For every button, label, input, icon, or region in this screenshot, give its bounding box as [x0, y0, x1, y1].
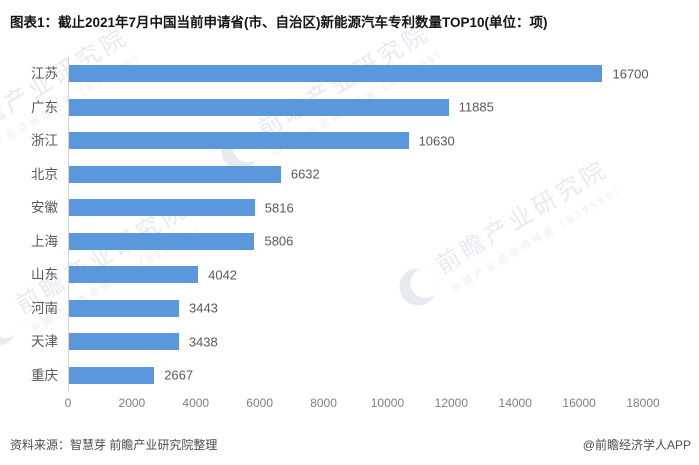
bar-value-label: 11885 — [458, 99, 494, 115]
category-label: 安徽 — [31, 200, 58, 215]
bar — [69, 165, 281, 183]
bar-row: 6632 — [69, 158, 643, 192]
bar — [69, 333, 179, 350]
bar-value-label: 4042 — [208, 267, 238, 283]
x-tick-label: 0 — [64, 396, 72, 410]
bar-value-label: 6632 — [290, 166, 320, 182]
bar — [69, 299, 179, 317]
bar-value-label: 2667 — [164, 367, 194, 383]
bar-row: 5816 — [69, 191, 643, 225]
bar — [69, 366, 155, 384]
bar-value-label: 10630 — [418, 133, 455, 149]
category-label: 广东 — [31, 99, 58, 115]
bar-row: 10630 — [69, 124, 643, 158]
bar-value-label: 5816 — [264, 200, 294, 216]
category-label: 北京 — [31, 166, 58, 182]
bar-value-label: 3438 — [188, 334, 218, 350]
x-tick-label: 18000 — [626, 396, 660, 410]
category-label: 河南 — [31, 300, 58, 316]
category-label: 山东 — [31, 267, 58, 282]
x-tick-label: 2000 — [118, 396, 146, 410]
bar-value-label: 16700 — [612, 66, 649, 82]
source-text: 资料来源：智慧芽 前瞻产业研究院整理 — [10, 438, 218, 452]
bar — [69, 199, 255, 216]
bar-value-label: 5806 — [264, 233, 294, 249]
chart-title: 图表1：截止2021年7月中国当前申请省(市、自治区)新能源汽车专利数量TOP1… — [10, 15, 548, 30]
x-tick-label: 8000 — [310, 396, 337, 410]
category-label: 浙江 — [31, 133, 58, 148]
bar — [69, 232, 255, 250]
x-tick-label: 14000 — [498, 396, 532, 410]
bar-row: 3443 — [69, 292, 643, 326]
x-tick-label: 6000 — [246, 396, 274, 410]
bar — [69, 132, 409, 149]
credit-text: @前瞻经济学人APP — [582, 438, 691, 452]
bar — [69, 98, 449, 116]
bar — [69, 266, 199, 283]
y-axis-labels: 江苏广东浙江北京安徽上海山东河南天津重庆 — [0, 57, 58, 392]
bar-row: 5806 — [69, 225, 643, 259]
bar — [69, 65, 603, 82]
x-axis: 0 2000 4000 6000 8000 10000 12000 14000 16000 180… — [64, 396, 660, 412]
bar-value-label: 3443 — [188, 300, 218, 316]
bar-row: 16700 — [69, 57, 649, 91]
plot-area: 16700 11885 10630 6632 5816 5806 4042 3443 3438 2… — [68, 57, 649, 393]
category-label: 江苏 — [31, 66, 58, 81]
x-tick-label: 16000 — [562, 396, 596, 410]
category-label: 上海 — [31, 233, 58, 249]
bar-row: 4042 — [69, 258, 643, 292]
bar-row: 2667 — [69, 359, 643, 393]
bar-row: 3438 — [69, 325, 643, 359]
x-tick-label: 10000 — [370, 396, 405, 410]
bar-row: 11885 — [69, 91, 643, 125]
chart-footer: 资料来源：智慧芽 前瞻产业研究院整理 @前瞻经济学人APP — [10, 436, 691, 453]
category-label: 重庆 — [31, 367, 58, 383]
x-tick-label: 12000 — [434, 396, 469, 410]
category-label: 天津 — [31, 334, 58, 349]
x-tick-label: 4000 — [182, 396, 210, 410]
